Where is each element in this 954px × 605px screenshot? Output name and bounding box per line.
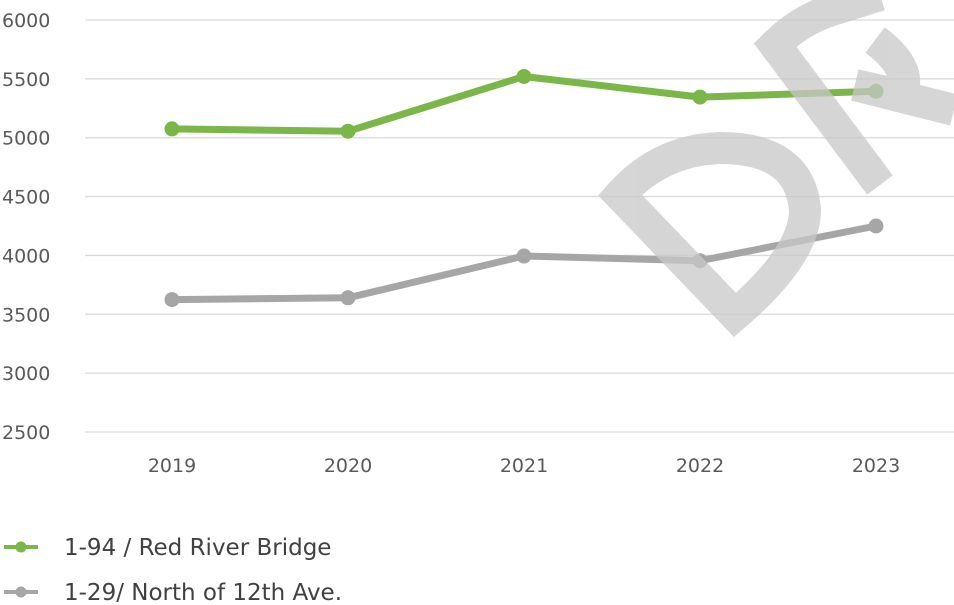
legend-label: 1-29/ North of 12th Ave. <box>64 580 342 605</box>
y-tick-label: 4000 <box>2 245 50 267</box>
data-point <box>516 69 532 85</box>
y-tick-label: 3500 <box>2 304 50 326</box>
x-tick-label: 2022 <box>676 455 724 477</box>
data-point <box>164 292 180 308</box>
x-tick-label: 2021 <box>500 455 548 477</box>
x-tick-label: 2023 <box>852 455 900 477</box>
y-tick-label: 3000 <box>2 363 50 385</box>
legend-item: 1-29/ North of 12th Ave. <box>4 580 342 605</box>
y-tick-label: 6000 <box>2 10 50 32</box>
x-tick-label: 2019 <box>148 455 196 477</box>
data-point <box>164 121 180 137</box>
watermark <box>598 0 954 338</box>
y-tick-label: 2500 <box>2 422 50 444</box>
data-point <box>692 89 708 105</box>
data-point <box>340 123 356 139</box>
watermark-letter-d <box>598 131 822 338</box>
legend-item: 1-94 / Red River Bridge <box>4 535 331 561</box>
data-point <box>868 218 884 234</box>
series-0 <box>164 69 884 139</box>
legend-label: 1-94 / Red River Bridge <box>64 535 331 561</box>
grid-layer <box>85 19 954 433</box>
y-tick-label: 5000 <box>2 128 50 150</box>
legend-marker <box>15 586 27 598</box>
data-point <box>340 290 356 306</box>
legend-marker <box>15 541 27 553</box>
watermark-letter-r <box>753 0 954 195</box>
legend: 1-94 / Red River Bridge 1-29/ North of 12… <box>4 535 342 605</box>
label-layer: 2500 3000 3500 4000 4500 5000 5500 6000 2019 2020… <box>2 10 900 477</box>
x-tick-label: 2020 <box>324 455 372 477</box>
y-tick-label: 5500 <box>2 69 50 91</box>
series-1 <box>164 218 884 308</box>
y-tick-label: 4500 <box>2 187 50 209</box>
series-line <box>168 73 880 135</box>
data-point <box>516 248 532 264</box>
